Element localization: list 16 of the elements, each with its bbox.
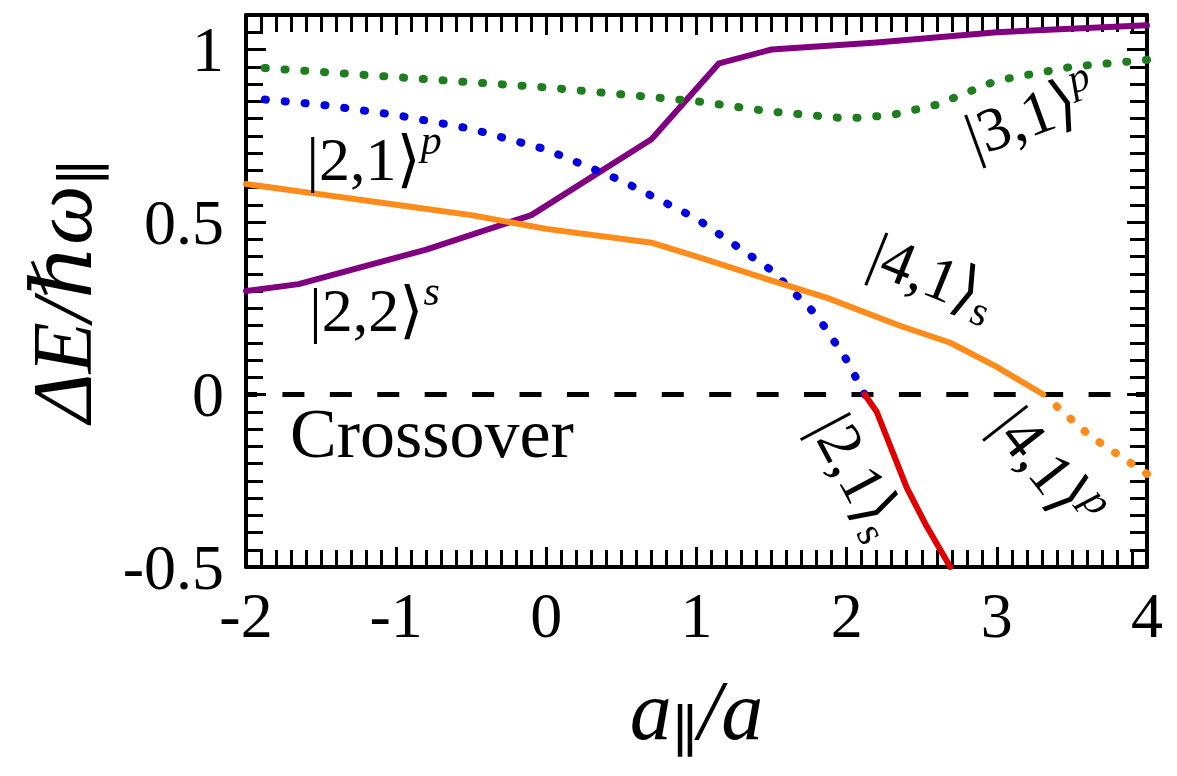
annotation: |2,1⟩s [798,402,912,552]
y-tick-label: 1 [192,14,224,85]
x-tick-label: 2 [830,579,863,651]
annotation: |4,1⟩s [860,219,997,336]
x-tick-label: 4 [1131,579,1163,651]
x-axis-title: a∥/a [629,664,764,763]
x-tick-label: 1 [680,579,713,651]
y-tick-label: -0.5 [122,531,224,603]
y-tick-label: 0 [192,359,224,430]
x-tick-label: -1 [369,579,423,651]
ref-line-label: Crossover [290,395,574,472]
y-axis-title: ΔE/ℏω∥ [15,159,115,426]
x-tick-label: 3 [980,579,1013,651]
y-tick-label: 0.5 [144,186,224,258]
x-tick-label: 0 [530,579,563,651]
annotation: |3,1⟩p [955,51,1096,170]
